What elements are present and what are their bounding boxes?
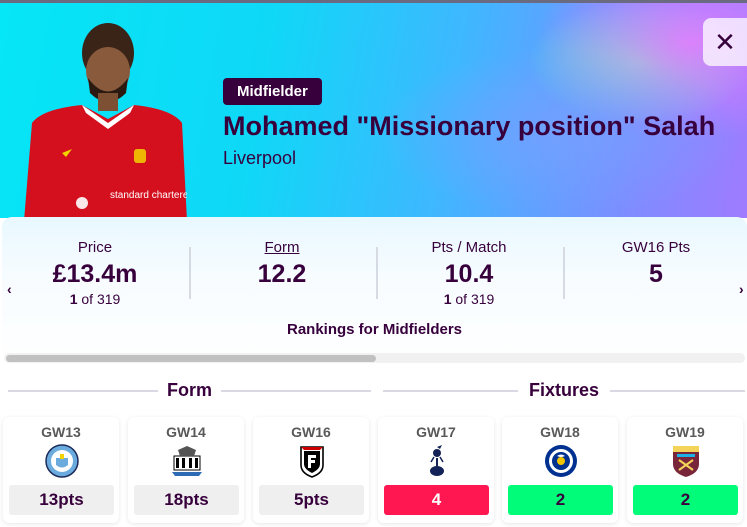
- gameweek-label: GW16: [291, 424, 331, 440]
- fixture-difficulty: 2: [508, 485, 613, 515]
- gameweek-label: GW17: [416, 424, 456, 440]
- stat-rank: 1 of 319: [69, 291, 121, 307]
- form-card-gw13[interactable]: GW13 13pts: [3, 417, 119, 523]
- stat-divider: [563, 247, 565, 299]
- gameweek-label: GW13: [41, 424, 81, 440]
- stat-label[interactable]: Form: [264, 239, 300, 256]
- stats-panel: ‹ › Price £13.4m 1 of 319 Form 12.2 Pts …: [2, 217, 747, 365]
- fixtures-title: Fixtures: [528, 380, 600, 400]
- tottenham-crest-icon: [430, 445, 444, 476]
- stat-label: Price: [77, 239, 113, 256]
- stat-divider: [189, 247, 191, 299]
- stat-value: 12.2: [257, 260, 307, 288]
- form-section-header: Form: [8, 380, 371, 402]
- gameweek-label: GW18: [540, 424, 580, 440]
- position-badge: Midfielder: [223, 78, 322, 105]
- horizontal-scrollbar[interactable]: [4, 353, 745, 363]
- stat-form: Form 12.2: [189, 239, 375, 289]
- stat-label: GW16 Pts: [621, 239, 691, 256]
- player-photo: standard chartered: [24, 23, 187, 221]
- form-points: 5pts: [259, 485, 364, 515]
- close-icon: ✕: [714, 26, 736, 57]
- stat-value: 10.4: [444, 260, 494, 288]
- fixture-card-gw19[interactable]: GW19 2: [627, 417, 743, 523]
- form-card-gw16[interactable]: GW16 5pts: [253, 417, 369, 523]
- gameweek-label: GW14: [166, 424, 206, 440]
- section-rule: [610, 390, 745, 392]
- stats-next-arrow-icon[interactable]: ›: [739, 281, 744, 297]
- leicester-crest-icon: [545, 445, 577, 477]
- stat-gw-points: GW16 Pts 5: [563, 239, 747, 289]
- west-ham-crest-icon: [673, 446, 699, 477]
- close-button[interactable]: ✕: [703, 18, 747, 66]
- form-points: 18pts: [134, 485, 239, 515]
- fixture-difficulty: 4: [384, 485, 489, 515]
- fixtures-section-header: Fixtures: [383, 380, 745, 402]
- rankings-note: Rankings for Midfielders: [286, 321, 463, 338]
- section-rule: [8, 390, 158, 392]
- gameweek-label: GW19: [665, 424, 705, 440]
- section-rule: [221, 390, 371, 392]
- stat-label: Pts / Match: [431, 239, 507, 256]
- fulham-crest-icon: [300, 446, 324, 478]
- stat-rank: 1 of 319: [443, 291, 495, 307]
- scrollbar-thumb[interactable]: [6, 355, 376, 362]
- stats-prev-arrow-icon[interactable]: ‹: [7, 281, 12, 297]
- form-points: 13pts: [9, 485, 114, 515]
- form-card-gw14[interactable]: GW14 18pts: [128, 417, 244, 523]
- fixture-card-gw18[interactable]: GW18 2: [502, 417, 618, 523]
- stat-value: 5: [649, 260, 663, 288]
- stat-divider: [376, 247, 378, 299]
- stat-price: Price £13.4m 1 of 319: [2, 239, 188, 307]
- player-name: Mohamed "Missionary position" Salah: [223, 111, 716, 141]
- man-city-crest-icon: [45, 444, 79, 478]
- player-team: Liverpool: [223, 148, 297, 168]
- fixture-difficulty: 2: [633, 485, 738, 515]
- form-title: Form: [167, 380, 212, 400]
- stat-pts-per-match: Pts / Match 10.4 1 of 319: [376, 239, 562, 307]
- player-header-banner: standard chartered Midfielder Mohamed "M…: [0, 0, 747, 221]
- section-rule: [383, 390, 518, 392]
- stat-value: £13.4m: [52, 260, 138, 288]
- newcastle-crest-icon: [172, 446, 202, 476]
- shirt-sponsor-text: standard chartered: [110, 190, 187, 201]
- fixture-card-gw17[interactable]: GW17 4: [378, 417, 494, 523]
